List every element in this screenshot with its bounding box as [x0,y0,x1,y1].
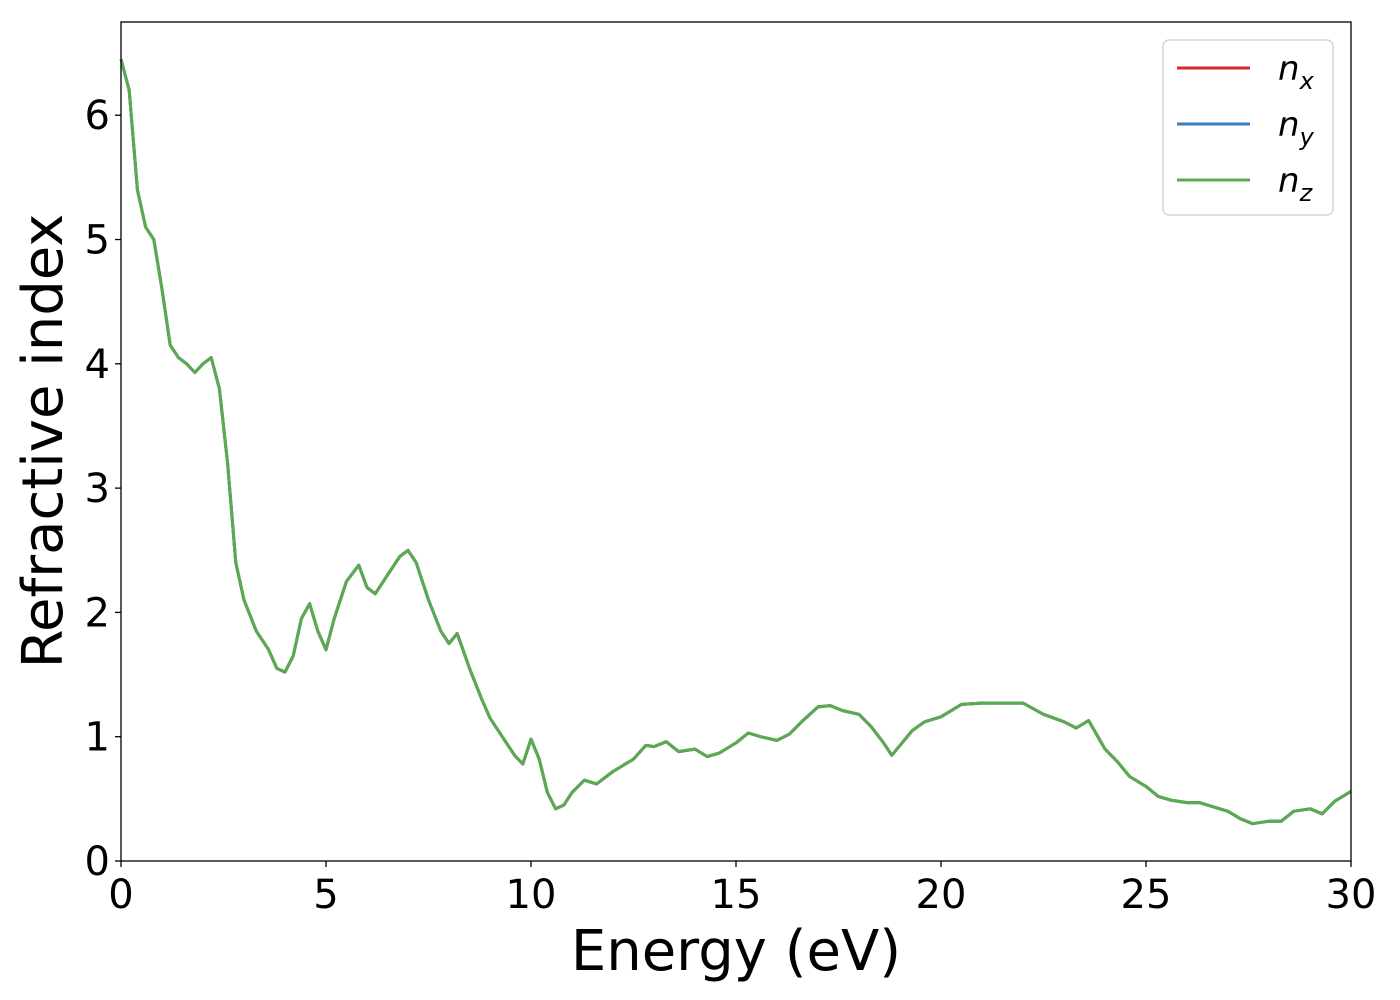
x-tick-label: 20 [916,872,967,918]
y-tick-label: 3 [85,466,110,512]
x-axis-ticks: 0 5 10 15 20 25 30 [108,861,1376,918]
x-tick-label: 0 [108,872,133,918]
y-tick-label: 0 [85,839,110,885]
legend-entries: nx ny nz [1177,49,1315,207]
x-axis-label: Energy (eV) [571,919,901,984]
legend-label-x: nx [1278,49,1315,95]
x-tick-label: 10 [506,872,557,918]
y-tick-label: 6 [85,93,110,139]
legend-label-z: nz [1278,161,1314,207]
legend-box [1162,39,1334,216]
legend: nx ny nz [1162,39,1334,216]
x-tick-label: 25 [1121,872,1172,918]
legend-label-y: ny [1278,105,1315,151]
y-axis-ticks: 0 1 2 3 4 5 6 [85,93,121,885]
series-line-z [119,58,1352,826]
x-tick-label: 5 [313,872,338,918]
y-tick-label: 2 [85,590,110,636]
x-tick-label: 15 [711,872,762,918]
y-axis-label: Refractive index [11,214,76,669]
x-tick-label: 30 [1326,872,1377,918]
series-layer [119,58,1352,826]
y-tick-label: 5 [85,218,110,264]
y-tick-label: 4 [85,342,110,388]
y-tick-label: 1 [85,715,110,761]
